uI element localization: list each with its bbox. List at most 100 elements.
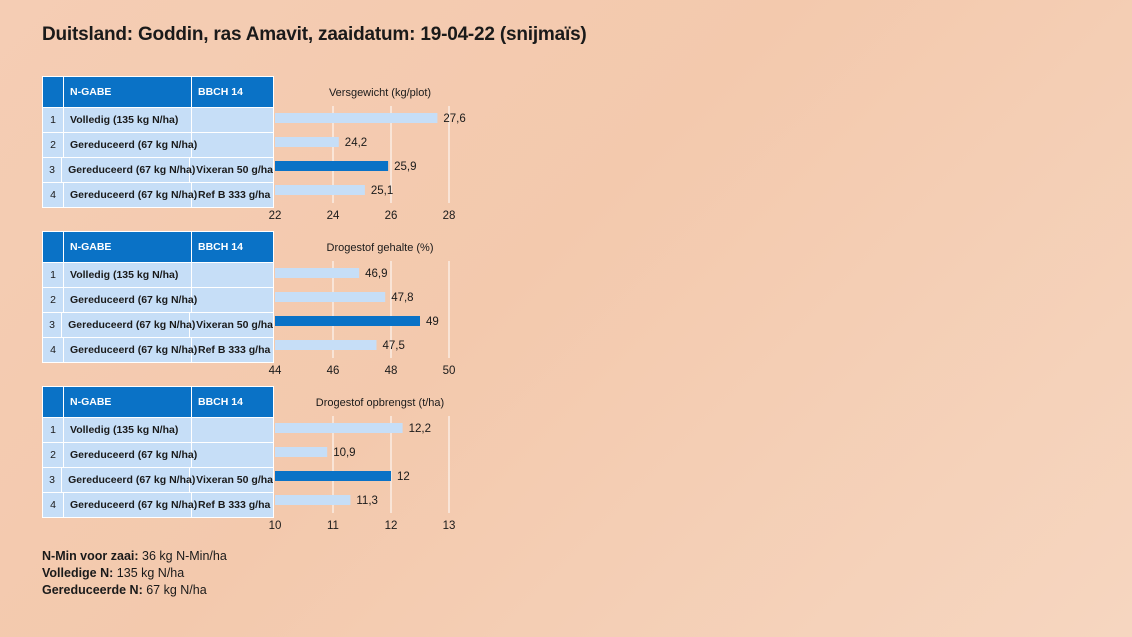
tick-label: 11 — [327, 520, 339, 532]
header-num-cell — [43, 232, 64, 262]
row-n-gabe: Gereduceerd (67 kg N/ha) — [64, 443, 197, 467]
data-label: 10,9 — [333, 447, 355, 459]
tick-label: 22 — [269, 210, 282, 222]
table-header-row: N-GABE BBCH 14 — [43, 232, 273, 262]
bar — [275, 447, 328, 457]
row-n-gabe: Gereduceerd (67 kg N/ha) — [64, 133, 197, 157]
bar — [275, 137, 339, 147]
data-label: 27,6 — [443, 113, 465, 125]
row-bbch: Vixeran 50 g/ha — [196, 319, 273, 331]
footer-line-volledig: Volledige N: 135 kg N/ha — [42, 565, 227, 582]
bar — [275, 185, 365, 195]
row-number: 2 — [43, 443, 64, 467]
row-bbch — [192, 108, 273, 132]
tick-label: 24 — [327, 210, 340, 222]
table-row: 4 Gereduceerd (67 kg N/ha) Ref B 333 g/ha — [43, 182, 273, 207]
bar — [275, 161, 389, 171]
table-row: 2 Gereduceerd (67 kg N/ha) — [43, 287, 273, 312]
table-header-row: N-GABE BBCH 14 — [43, 77, 273, 107]
row-number: 4 — [43, 493, 64, 517]
tick-label: 12 — [385, 520, 398, 532]
header-n-gabe: N-GABE — [64, 387, 192, 417]
row-number: 4 — [43, 183, 64, 207]
row-number: 2 — [43, 288, 64, 312]
table-row: 1 Volledig (135 kg N/ha) — [43, 107, 273, 132]
bar-chart: 22 24 26 28 Versgewicht (kg/plot) 27,6 24,2 25,… — [269, 87, 466, 222]
row-number: 1 — [43, 108, 64, 132]
bar — [275, 113, 438, 123]
row-bbch — [192, 418, 273, 442]
data-table: N-GABE BBCH 14 1 Volledig (135 kg N/ha) 2 Ger… — [42, 76, 274, 208]
data-label: 49 — [426, 316, 439, 328]
chart-title: Versgewicht (kg/plot) — [329, 87, 431, 99]
page-title: Duitsland: Goddin, ras Amavit, zaaidatum… — [42, 24, 587, 45]
row-n-gabe: Gereduceerd (67 kg N/ha) — [62, 158, 195, 182]
bar — [275, 423, 403, 433]
row-n-gabe: Volledig (135 kg N/ha) — [64, 263, 192, 287]
data-table: N-GABE BBCH 14 1 Volledig (135 kg N/ha) 2 Ger… — [42, 231, 274, 363]
table-row: 2 Gereduceerd (67 kg N/ha) — [43, 132, 273, 157]
data-label: 12 — [397, 471, 410, 483]
footer-key: Volledige N: — [42, 566, 114, 580]
header-bbch: BBCH 14 — [198, 241, 243, 253]
header-n-gabe: N-GABE — [64, 77, 192, 107]
data-label: 11,3 — [356, 495, 378, 507]
row-bbch — [192, 133, 273, 157]
header-bbch: BBCH 14 — [198, 396, 243, 408]
data-label: 46,9 — [365, 268, 387, 280]
row-n-gabe: Gereduceerd (67 kg N/ha) — [62, 313, 195, 337]
table-row: 4 Gereduceerd (67 kg N/ha) Ref B 333 g/ha — [43, 337, 273, 362]
row-number: 3 — [43, 468, 63, 492]
bar — [275, 495, 351, 505]
footer-line-gereduceerd: Gereduceerde N: 67 kg N/ha — [42, 582, 227, 599]
tick-label: 44 — [269, 365, 282, 377]
data-label: 47,5 — [383, 340, 405, 352]
bar — [275, 471, 391, 481]
table-row: 3 Gereduceerd (67 kg N/ha) Vixeran 50 g/ha — [43, 467, 273, 492]
data-table: N-GABE BBCH 14 1 Volledig (135 kg N/ha) 2 Ger… — [42, 386, 274, 518]
header-n-gabe: N-GABE — [64, 232, 192, 262]
row-number: 2 — [43, 133, 64, 157]
tick-label: 28 — [443, 210, 456, 222]
tick-label: 46 — [327, 365, 340, 377]
footer-value: 36 kg N-Min/ha — [142, 549, 227, 563]
row-bbch: Ref B 333 g/ha — [198, 499, 271, 511]
row-bbch: Ref B 333 g/ha — [198, 189, 271, 201]
bar — [275, 292, 386, 302]
panel-drogestof-gehalte: N-GABE BBCH 14 1 Volledig (135 kg N/ha) 2 Ger… — [42, 231, 502, 381]
header-bbch: BBCH 14 — [198, 86, 243, 98]
panel-versgewicht: N-GABE BBCH 14 1 Volledig (135 kg N/ha) 2 Ger… — [42, 76, 502, 226]
row-bbch: Ref B 333 g/ha — [198, 344, 271, 356]
table-row: 3 Gereduceerd (67 kg N/ha) Vixeran 50 g/ha — [43, 157, 273, 182]
row-bbch — [192, 263, 273, 287]
tick-label: 26 — [385, 210, 398, 222]
row-n-gabe: Gereduceerd (67 kg N/ha) — [62, 468, 195, 492]
data-label: 25,1 — [371, 185, 393, 197]
table-row: 3 Gereduceerd (67 kg N/ha) Vixeran 50 g/ha — [43, 312, 273, 337]
table-row: 1 Volledig (135 kg N/ha) — [43, 262, 273, 287]
bar-chart: 44 46 48 50 Drogestof gehalte (%) 46,9 47,8 49 4… — [269, 242, 456, 377]
row-bbch: Vixeran 50 g/ha — [196, 474, 273, 486]
row-n-gabe: Gereduceerd (67 kg N/ha) — [64, 493, 197, 517]
chart-title: Drogestof opbrengst (t/ha) — [316, 397, 444, 409]
bar-chart: 10 11 12 13 Drogestof opbrengst (t/ha) 12,2 10… — [269, 397, 456, 532]
row-number: 1 — [43, 418, 64, 442]
table-header-row: N-GABE BBCH 14 — [43, 387, 273, 417]
panel-drogestof-opbrengst: N-GABE BBCH 14 1 Volledig (135 kg N/ha) 2 Ger… — [42, 386, 502, 536]
row-n-gabe: Gereduceerd (67 kg N/ha) — [64, 288, 197, 312]
row-number: 4 — [43, 338, 64, 362]
footer-line-nmin: N-Min voor zaai: 36 kg N-Min/ha — [42, 548, 227, 565]
footer-value: 67 kg N/ha — [146, 583, 207, 597]
bar — [275, 268, 360, 278]
tick-label: 50 — [443, 365, 456, 377]
table-row: 2 Gereduceerd (67 kg N/ha) — [43, 442, 273, 467]
footer-notes: N-Min voor zaai: 36 kg N-Min/ha Volledig… — [42, 548, 227, 599]
data-label: 24,2 — [345, 137, 367, 149]
row-n-gabe: Gereduceerd (67 kg N/ha) — [64, 183, 197, 207]
row-number: 3 — [43, 158, 63, 182]
row-number: 1 — [43, 263, 64, 287]
footer-key: N-Min voor zaai: — [42, 549, 139, 563]
bar — [275, 340, 377, 350]
footer-value: 135 kg N/ha — [116, 566, 185, 580]
row-n-gabe: Volledig (135 kg N/ha) — [64, 108, 192, 132]
